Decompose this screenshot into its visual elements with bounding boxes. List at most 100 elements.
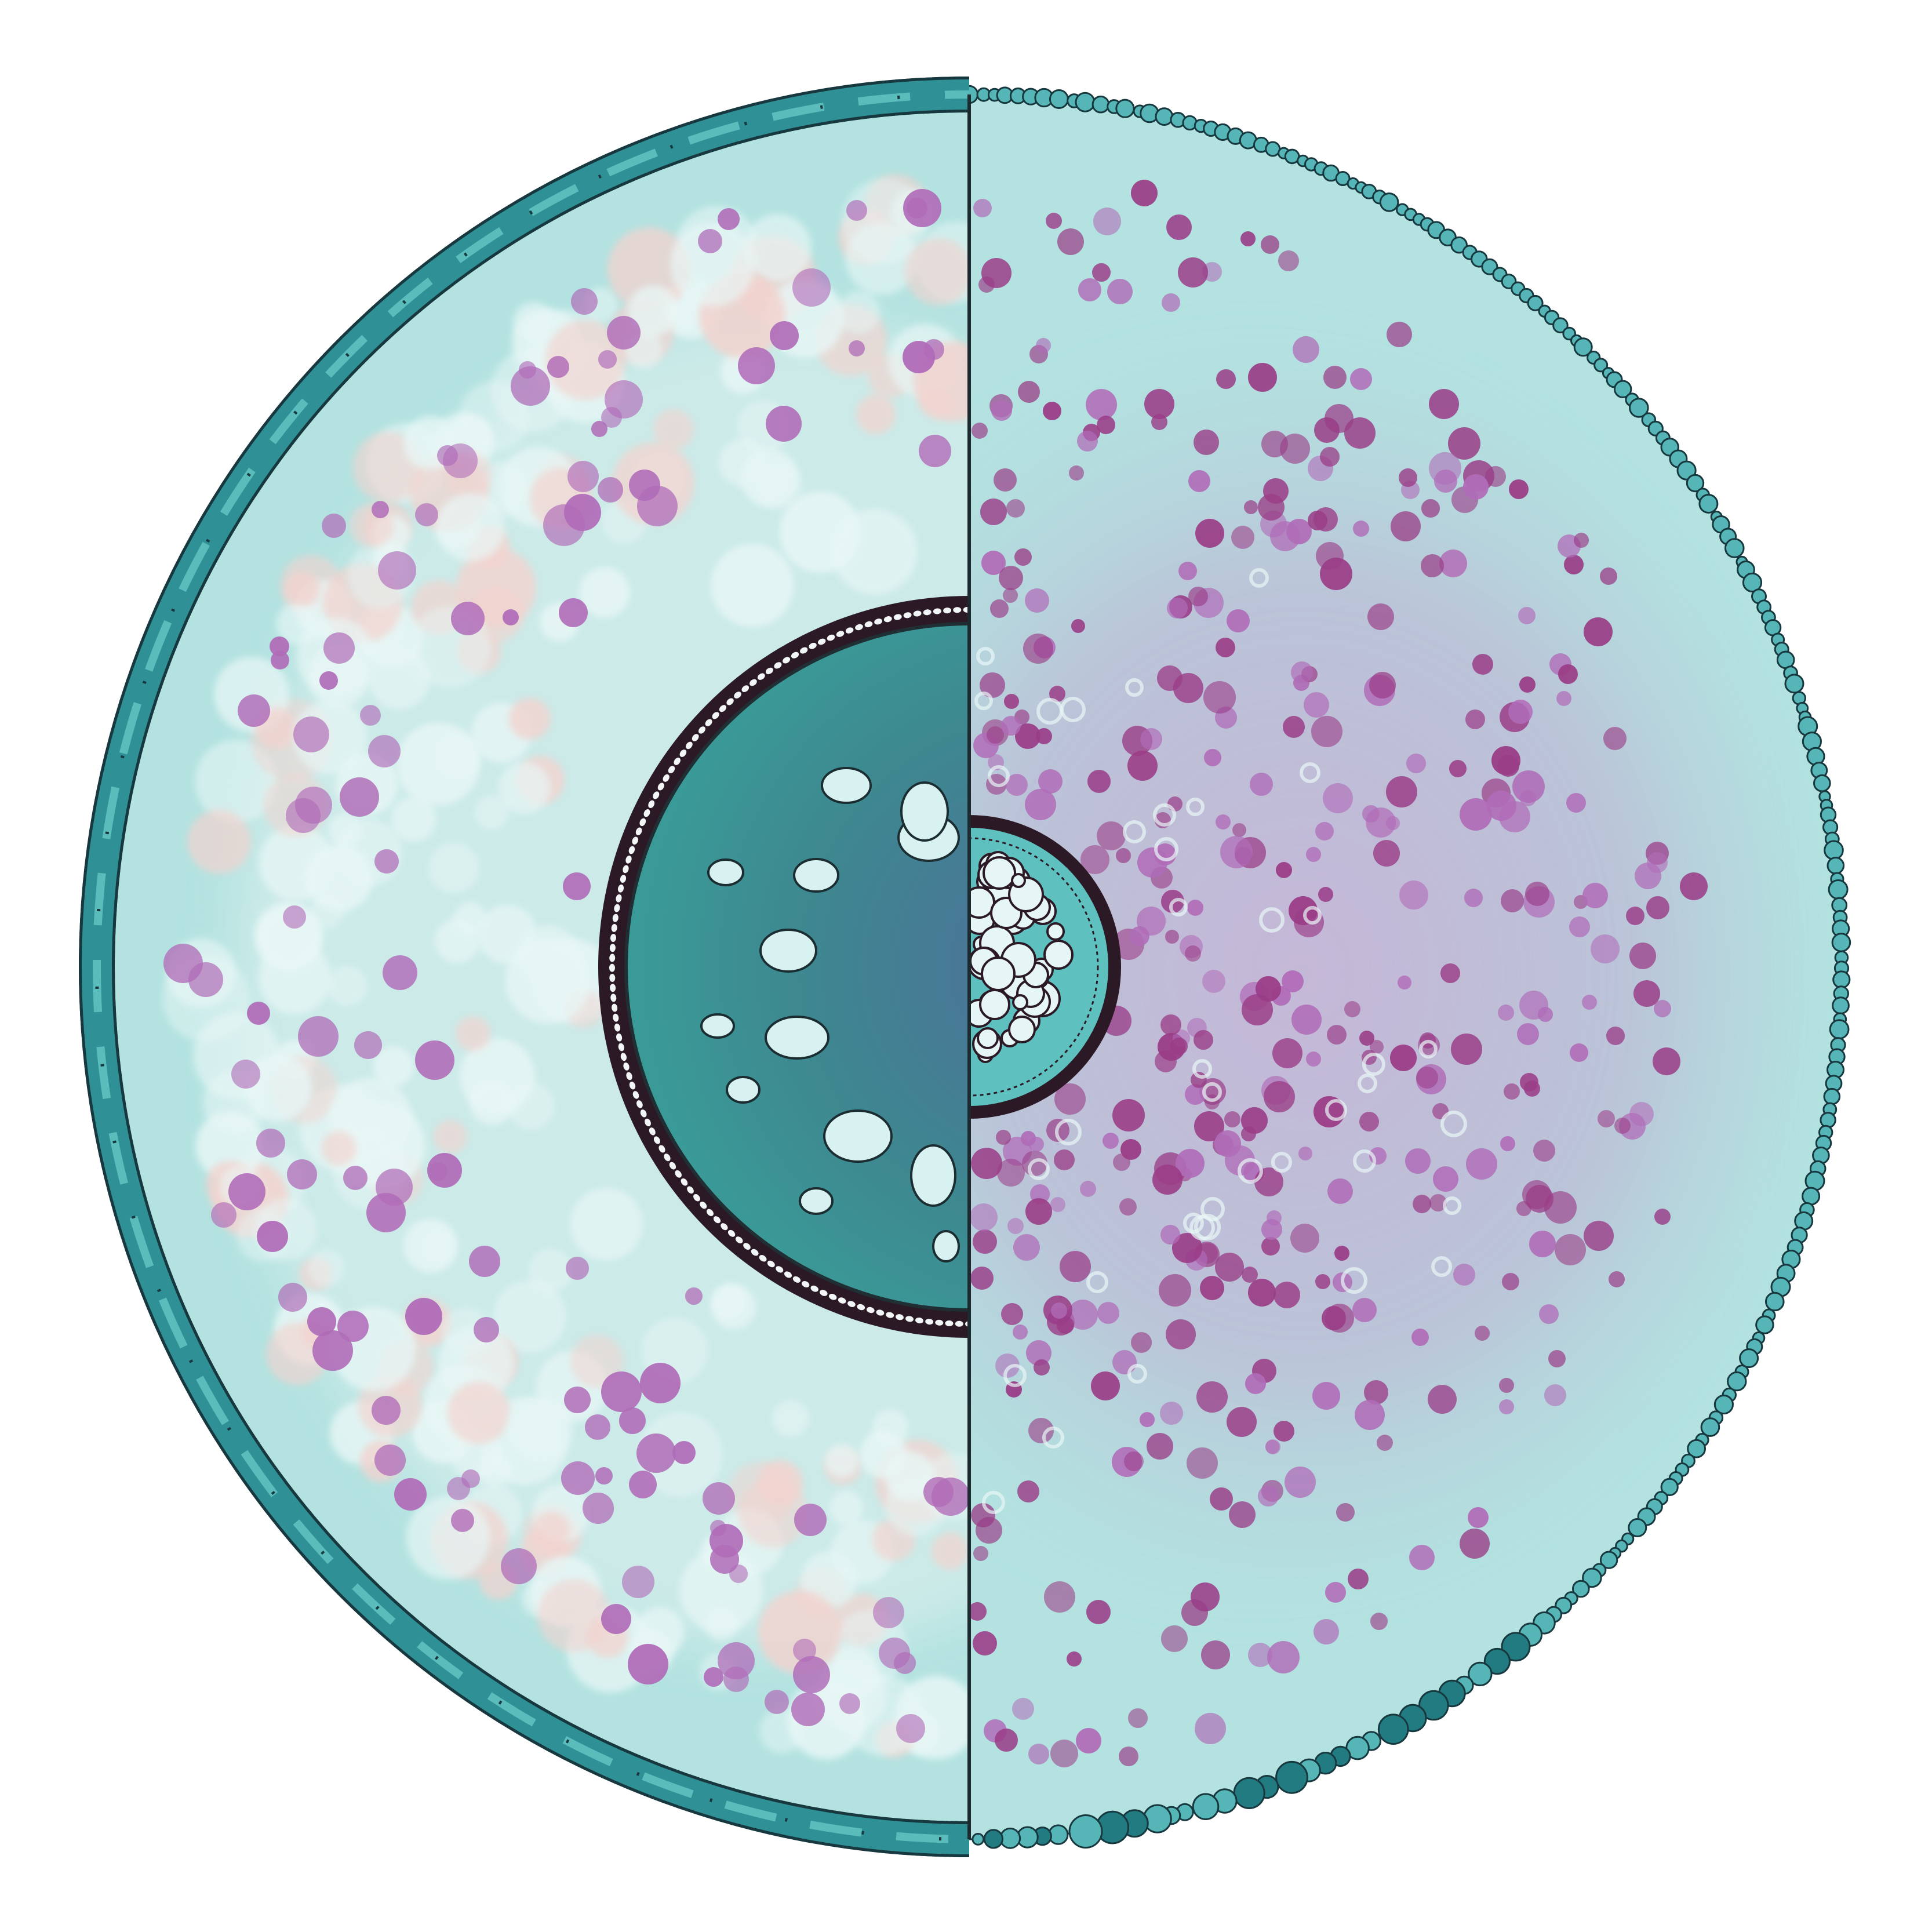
granule-ring [1153,803,1176,827]
vesicle [453,902,487,936]
granule [211,1202,237,1228]
granule [1087,770,1111,793]
granule [1315,1274,1330,1289]
granule [1306,847,1321,862]
granule [1348,1569,1369,1589]
granule [1497,755,1519,777]
granule [629,1471,657,1498]
nuclear-pore [809,642,817,649]
nuclear-pore [945,1320,954,1327]
vesicle [305,845,373,912]
granule [1429,1194,1447,1211]
granule [1428,1385,1457,1414]
granule [1353,521,1369,537]
membrane-bead [1377,1713,1409,1745]
granule [1147,1433,1173,1460]
nuclear-pore [817,638,826,645]
granule [1350,368,1372,390]
granule [981,551,1006,575]
granule [1290,1224,1319,1253]
granule [1001,716,1021,736]
granule [1054,1083,1086,1115]
granule [1315,822,1334,841]
granule [1449,760,1467,777]
granule [1448,427,1480,460]
granule [1500,1136,1515,1151]
granule [1325,1582,1346,1603]
vesicle [570,1188,643,1261]
nuclear-pore [719,705,727,712]
vesicle [310,894,345,929]
granule [1267,1210,1282,1225]
vesicle [529,1249,573,1293]
granule [1529,1231,1556,1257]
granule [1060,1251,1091,1282]
granule [1018,381,1040,403]
membrane-bead [1265,141,1281,157]
granule [1398,976,1411,989]
granule [1468,1507,1489,1528]
vesicle [628,285,679,336]
granule [1167,796,1183,812]
granule [1603,727,1627,750]
granule [990,599,1009,618]
granule [1086,1600,1111,1624]
granule [981,258,1012,288]
granule [1544,1384,1566,1406]
granule [1049,686,1065,702]
nuclear-pore [611,923,617,932]
granule [605,380,643,419]
granule [685,1287,703,1305]
nuclear-vesicle [793,858,839,893]
granule [1569,916,1590,937]
nucleus-icon [598,596,969,1338]
granule [1140,1412,1155,1427]
granule [1195,519,1224,548]
granule [323,632,355,664]
granule [1327,1025,1347,1045]
granule [1364,1380,1388,1405]
granule [1548,1350,1566,1367]
vesicle [670,222,755,307]
granule [1025,789,1056,820]
membrane-bead [1115,99,1135,118]
nuclear-vesicles [700,767,960,1262]
granule [1653,1047,1680,1075]
granule [1165,930,1179,944]
membrane-bead [1233,1777,1265,1809]
granule [1591,934,1620,963]
granule-ring [1202,1082,1222,1102]
cell-membrane-right-icon [969,85,1851,1849]
granule-ring [1443,1196,1461,1215]
granule [1283,716,1305,738]
granule [1289,896,1318,925]
granule [1227,609,1250,632]
vesicle [740,449,798,507]
granule [1352,1298,1377,1322]
granule [1325,1304,1354,1333]
granule [337,1311,369,1342]
granule [1023,634,1053,664]
granule [718,1642,755,1679]
nuclear-pore [623,1063,630,1071]
granule [1155,1050,1177,1072]
granule [1173,673,1203,703]
granule [598,350,617,369]
granule [1248,1643,1272,1667]
granule [1654,1000,1671,1017]
granule [1451,1034,1482,1065]
nuclear-vesicle [726,1076,761,1104]
granule [561,1461,595,1495]
vesicle [493,1280,566,1353]
membrane-bead [1593,358,1609,373]
granule [765,1690,789,1714]
vesicle [442,1307,492,1356]
granule [1517,1023,1539,1045]
granule [973,1229,997,1254]
nuclear-pore [913,610,922,617]
nuclear-pore [609,944,616,952]
granule [1267,1641,1300,1673]
granule [1485,466,1506,487]
granule [1501,889,1524,912]
